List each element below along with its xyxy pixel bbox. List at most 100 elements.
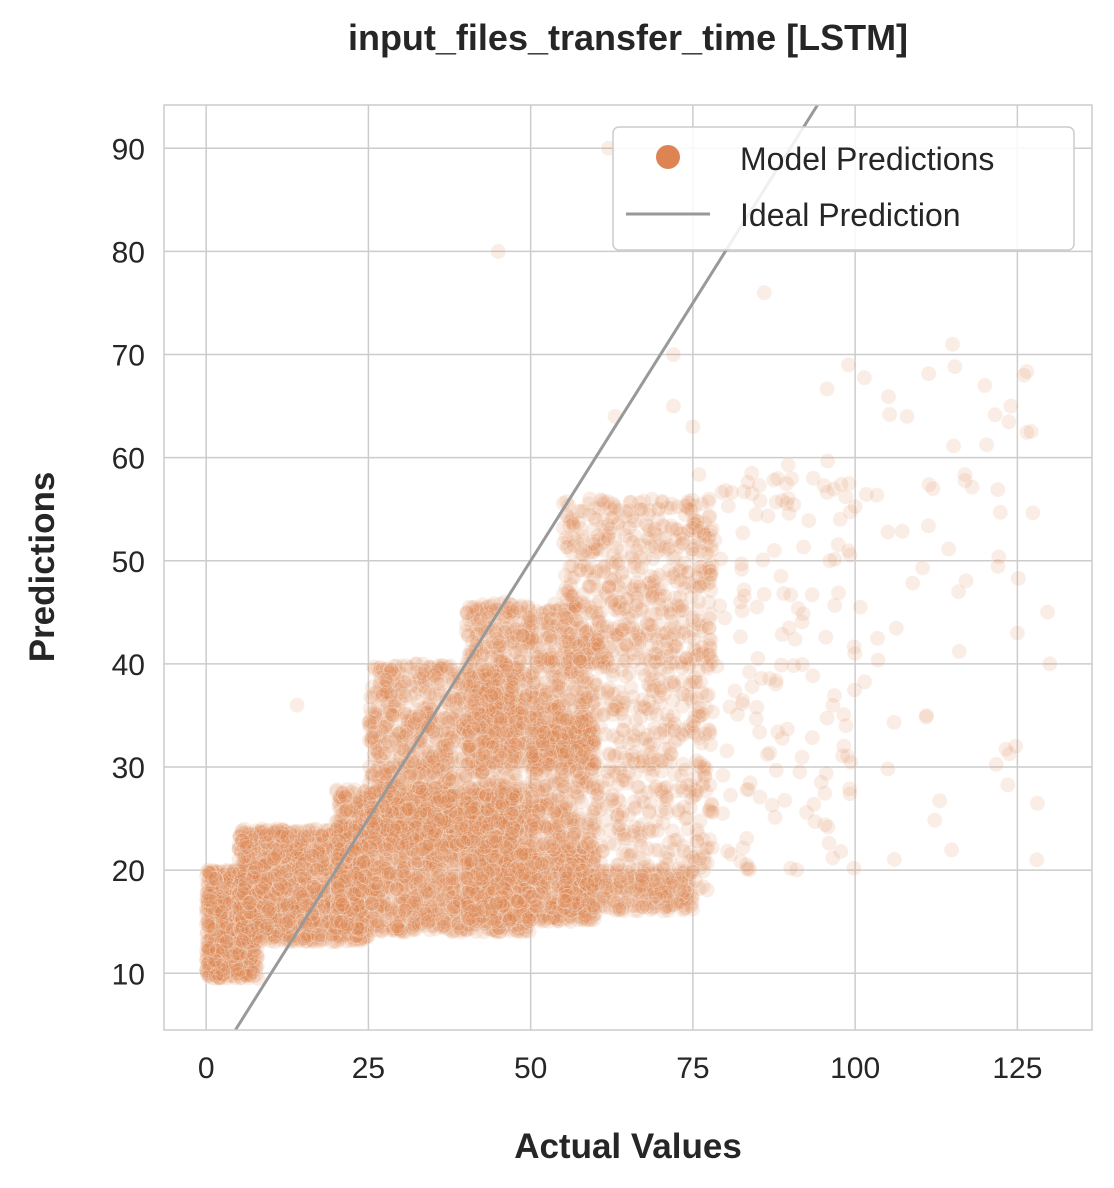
data-point [245,879,262,896]
data-point [213,920,230,936]
data-point [217,962,234,978]
data-point [224,960,241,977]
data-point [237,899,254,915]
data-point [216,942,233,958]
data-point [308,862,325,878]
data-point [220,942,237,959]
data-point [246,877,263,893]
data-point [216,902,233,919]
data-point [202,870,219,886]
data-point [337,788,354,805]
points-layer [198,140,1058,987]
data-point [377,912,394,929]
data-point [206,921,222,938]
data-point [230,943,247,959]
data-point [215,939,232,956]
data-point [338,869,355,886]
data-point [498,875,515,892]
data-point [466,902,483,919]
data-point [207,887,224,904]
data-point [214,885,231,902]
data-point [245,960,262,977]
data-point [230,938,246,955]
data-point [198,961,215,978]
data-point [234,944,251,961]
data-point [232,894,249,910]
data-point [204,932,221,949]
data-point [211,951,228,967]
data-point [248,916,264,933]
data-point [484,901,500,918]
data-point [220,871,237,888]
data-point [305,879,322,895]
data-point [235,952,251,969]
data-point [210,867,227,884]
data-point [430,869,447,886]
data-point [245,899,262,916]
data-point [236,885,253,902]
data-point [244,887,261,904]
data-point [208,950,225,967]
data-point [235,885,252,902]
data-point [218,941,235,958]
data-point [227,866,244,883]
data-point [270,923,287,939]
data-point [218,902,235,918]
data-point [209,924,226,940]
data-point [231,954,248,971]
data-point [228,918,245,934]
data-point [216,901,233,918]
data-point [304,847,321,864]
data-point [230,891,247,907]
data-point [235,882,252,899]
data-point [214,954,231,971]
data-point [207,918,224,935]
data-point [214,950,231,966]
data-point [224,905,241,922]
data-point [249,919,266,936]
data-point [240,867,256,884]
data-point [203,889,220,905]
data-point [245,964,261,981]
data-point [233,923,250,940]
data-point [240,863,257,880]
data-point [532,911,549,928]
data-point [239,955,256,972]
data-point [292,868,309,884]
data-point [208,872,225,889]
data-point [203,916,220,933]
data-point [218,864,235,880]
data-point [237,865,254,882]
data-point [207,890,224,907]
data-point [250,900,266,917]
data-point [214,883,231,900]
data-point [241,947,258,964]
data-point [228,908,245,924]
data-point [208,917,225,934]
data-point [239,876,256,893]
data-point [205,888,222,905]
data-point [201,891,218,908]
data-point [208,876,225,893]
data-point [215,903,232,920]
data-point [245,958,262,975]
data-point [199,960,216,977]
data-point [231,851,247,868]
data-point [236,882,253,899]
data-point [308,821,325,838]
data-point [219,881,235,898]
data-point [247,911,264,928]
data-point [226,863,243,880]
data-point [243,951,260,968]
data-point [270,846,286,863]
data-point [333,888,350,904]
data-point [211,931,228,947]
data-point [225,915,242,932]
data-point [199,900,216,917]
data-point [218,923,235,939]
data-point [418,884,435,901]
data-point [245,953,262,970]
data-point [240,904,257,921]
chart-title: input_files_transfer_time [LSTM] [348,17,908,58]
data-point [520,884,537,901]
